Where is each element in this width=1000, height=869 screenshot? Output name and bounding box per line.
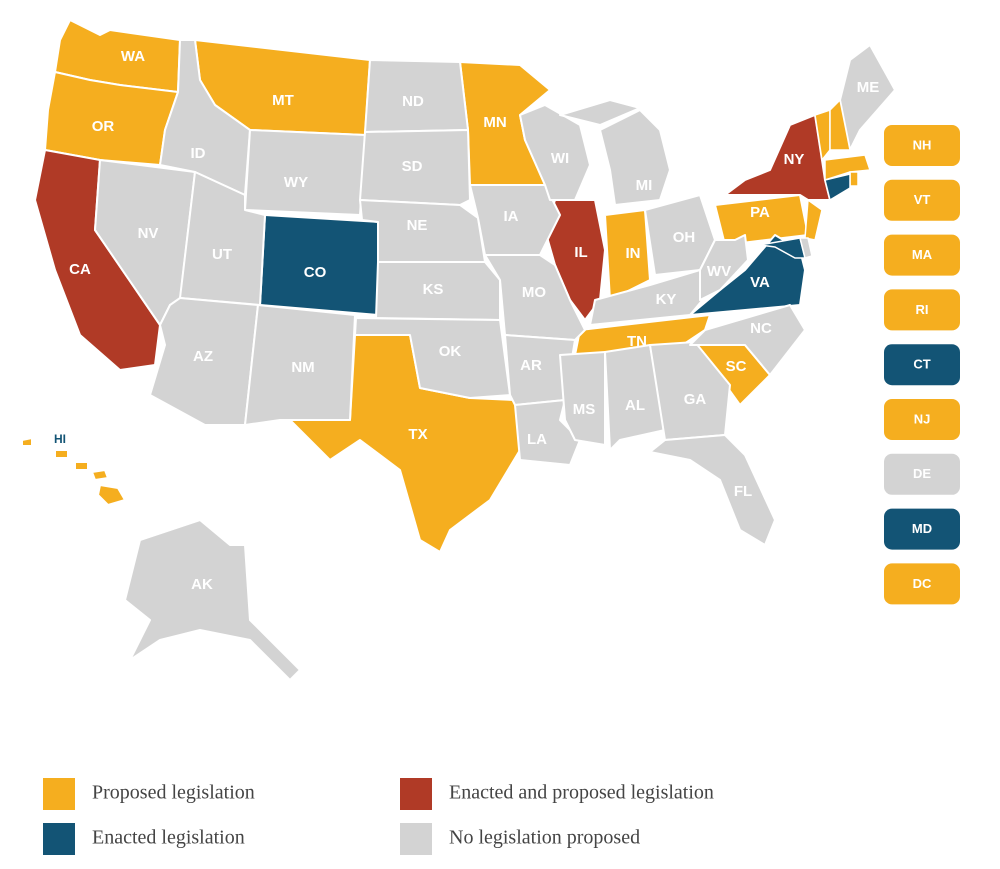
state-box [884,179,960,221]
state-label: TN [627,333,647,350]
state-shape [484,254,586,341]
state-label: UT [212,246,232,263]
state-box-label: MD [912,521,932,536]
legend-swatch [400,823,432,855]
legend-label: Proposed legislation [92,782,255,804]
state-shape [354,317,511,399]
state-shape [559,351,606,446]
state-shape [849,171,859,187]
state-label: KS [423,281,444,298]
state-label: HI [54,432,66,446]
state-shape [824,154,872,182]
state-label: SD [402,158,423,175]
state-label: IA [504,208,519,225]
state-label: MT [272,92,294,109]
state-box [884,289,960,331]
state-label: CA [69,261,91,278]
state-shape [519,104,591,201]
legend-label: Enacted legislation [92,827,245,849]
labels-layer: WA OR MT MN TX IN TN SC PA HI CA IL NY CO VA NV ID WY UT AZ… [54,48,879,593]
state-label: NM [291,359,314,376]
state-shape [21,437,126,506]
legend-swatch [43,778,75,810]
state-label: OH [673,229,696,246]
state-label: KY [656,291,677,308]
state-shape [649,434,776,546]
state-box-label: DE [913,466,931,481]
legend-label: No legislation proposed [449,827,640,849]
state-label: ID [191,145,206,162]
state-label: VA [750,274,770,291]
state-label: MS [573,401,596,418]
state-label: WV [707,263,731,280]
state-label: OR [92,118,115,135]
state-shape [124,519,301,681]
state-shape [604,344,666,451]
legend-swatch [400,778,432,810]
state-box-label: RI [916,302,929,317]
state-label: SC [726,358,747,375]
state-label: TX [408,426,427,443]
legend-label: Enacted and proposed legislation [449,782,714,804]
state-shape [824,173,851,202]
state-shape [604,209,651,301]
state-shape [804,198,823,241]
state-box-label: NJ [914,411,931,426]
state-label: CO [304,264,327,281]
state-label: OK [439,343,462,360]
state-shape [244,304,356,426]
state-box [884,563,960,605]
state-box [884,453,960,495]
state-label: ND [402,93,424,110]
state-label: IN [626,245,641,262]
state-shape [799,237,813,259]
state-box [884,344,960,386]
state-box-label: DC [913,576,932,591]
state-label: MI [636,177,653,194]
state-shape [689,304,806,376]
state-shape [829,98,851,151]
state-shape [759,237,806,259]
state-label: NY [784,151,805,168]
state-label: WY [284,174,308,191]
state-box [884,508,960,550]
state-box [884,125,960,166]
state-box-label: MA [912,247,933,262]
state-box-label: CT [913,357,930,372]
state-label: NC [750,320,772,337]
state-shape [375,261,501,321]
state-label: AL [625,397,645,414]
state-label: MN [483,114,506,131]
state-label: NE [407,217,428,234]
state-label: AZ [193,348,213,365]
state-label: FL [734,483,752,500]
state-label: ME [857,79,880,96]
state-label: AR [520,357,542,374]
state-label: AK [191,576,213,593]
state-box [884,399,960,440]
state-label: GA [684,391,707,408]
state-shape [699,234,749,301]
state-label: NV [138,225,159,242]
states-layer [21,19,896,681]
state-shape [559,99,671,206]
state-label: WI [551,150,569,167]
state-label: MO [522,284,546,301]
state-shape [359,129,471,206]
state-label: PA [750,204,770,221]
state-shape [544,199,606,321]
legend-swatch [43,823,75,855]
state-shape [649,341,731,441]
state-label: IL [574,244,587,261]
state-box [884,234,960,276]
state-shape [244,129,366,216]
state-label: LA [527,431,547,448]
state-box-label: NH [913,137,932,152]
state-shape [724,114,831,201]
state-label: WA [121,48,145,65]
state-box-label: VT [914,192,931,207]
